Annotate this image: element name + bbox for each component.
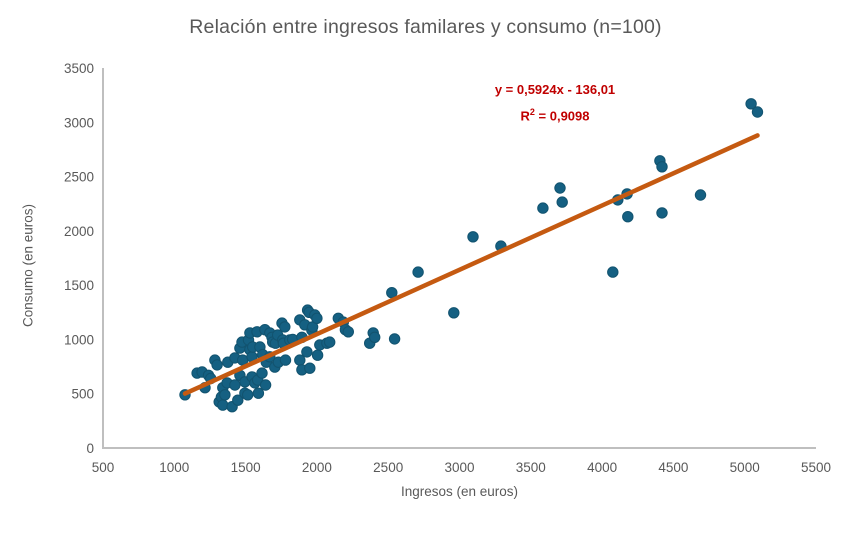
data-point [219,389,231,401]
data-point [656,161,668,173]
data-point [279,354,292,366]
x-tick-label: 4000 [587,460,617,475]
y-tick-label: 500 [71,387,94,402]
x-tick-label: 4500 [658,460,688,475]
data-point [294,354,306,366]
data-point [256,367,268,379]
x-tick-label: 5000 [730,460,760,475]
data-point [554,182,566,194]
chart-title: Relación entre ingresos familares y cons… [189,16,662,38]
data-point [252,387,265,399]
data-point [694,189,707,201]
y-tick-label: 3000 [64,115,94,130]
x-axis-title: Ingresos (en euros) [400,484,519,499]
x-tick-label: 1500 [231,460,261,475]
data-point [656,207,668,219]
data-point [537,202,549,214]
data-point [211,359,223,371]
data-point [324,336,336,348]
trendline [182,133,760,396]
x-tick-label: 3000 [444,460,474,475]
y-tick-label: 1500 [64,278,94,293]
data-point [217,399,229,411]
y-tick-label: 2000 [64,224,94,239]
data-point [556,196,568,208]
data-point [388,333,401,345]
y-axis-title: Consumo (en euros) [20,203,36,328]
data-point [311,349,324,361]
data-point [311,312,323,324]
x-tick-label: 5500 [801,460,831,475]
trendline-equation: y = 0,5924x - 136,01 R2 = 0,9098 [445,79,665,127]
x-tick-label: 2500 [373,460,403,475]
data-point [229,379,241,391]
axis-lines [102,68,816,449]
data-point [304,362,316,374]
data-point [232,394,244,406]
y-tick-label: 0 [86,441,94,456]
data-point [412,266,424,278]
x-tick-label: 500 [92,460,115,475]
data-point [242,389,254,401]
data-point [751,106,764,118]
data-point [369,331,381,343]
data-point [467,231,479,243]
data-point [622,211,634,223]
data-point [448,307,460,319]
r-squared-base: R [520,108,530,124]
data-point [301,346,313,358]
x-tick-label: 3500 [516,460,546,475]
data-point [342,326,354,338]
data-point [259,379,272,391]
data-point [745,98,757,110]
data-point [279,321,291,333]
r-squared-line: R2 = 0,9098 [445,101,665,127]
data-point [607,266,619,278]
x-tick-label: 2000 [302,460,332,475]
equation-line: y = 0,5924x - 136,01 [494,82,616,97]
y-tick-label: 1000 [64,332,94,347]
y-tick-label: 2500 [64,170,94,185]
r-squared-superscript: 2 [529,107,535,117]
x-tick-label: 1000 [159,460,189,475]
y-tick-label: 3500 [64,61,94,76]
r-squared-value: = 0,9098 [534,108,590,124]
